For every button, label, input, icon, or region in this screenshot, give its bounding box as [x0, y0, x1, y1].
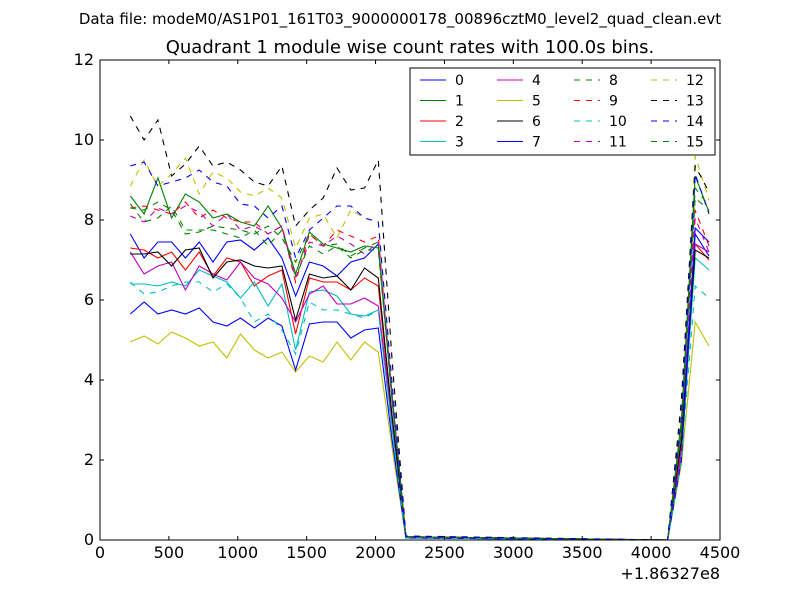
axes: 0 500 1000 1500 2000 2500 3000 3500 4000 4500 0 2 4 6… [74, 50, 741, 562]
x-tick-label: 0 [95, 543, 105, 562]
legend-label-13: 13 [686, 94, 704, 110]
x-offset-label: +1.86327e8 [620, 564, 720, 583]
x-tick-label: 1500 [286, 543, 327, 562]
legend-label-6: 6 [532, 114, 541, 130]
x-tick-label: 500 [154, 543, 185, 562]
legend-box [409, 67, 716, 156]
legend-label-1: 1 [455, 94, 464, 110]
y-tick-label: 6 [84, 290, 94, 309]
y-tick-label: 12 [74, 50, 94, 69]
x-tick-label: 4500 [700, 543, 741, 562]
legend-label-4: 4 [532, 73, 541, 89]
legend-label-12: 12 [686, 73, 704, 89]
x-tick-label: 2500 [424, 543, 465, 562]
legend-label-0: 0 [455, 73, 464, 89]
datafile-label: Data file: modeM0/AS1P01_161T03_90000001… [79, 10, 721, 29]
legend-label-5: 5 [532, 94, 541, 110]
x-tick-label: 2000 [355, 543, 396, 562]
legend-label-3: 3 [455, 135, 464, 151]
y-tick-label: 10 [74, 130, 94, 149]
legend-label-9: 9 [609, 94, 618, 110]
series-line-11 [130, 205, 710, 540]
series-line-9 [130, 201, 710, 540]
legend-label-14: 14 [686, 114, 704, 130]
legend-label-15: 15 [686, 135, 704, 151]
legend-label-2: 2 [455, 114, 464, 130]
series-lines [129, 115, 710, 540]
x-tick-label: 3500 [562, 543, 603, 562]
y-tick-label: 4 [84, 370, 94, 389]
legend-label-10: 10 [609, 114, 627, 130]
series-line-14 [130, 161, 710, 540]
legend-label-7: 7 [532, 135, 541, 151]
legend-label-11: 11 [609, 135, 627, 151]
x-tick-label: 1000 [217, 543, 258, 562]
y-tick-label: 2 [84, 450, 94, 469]
series-line-10 [129, 281, 710, 540]
chart-title: Quadrant 1 module wise count rates with … [166, 37, 655, 58]
x-tick-label: 4000 [631, 543, 672, 562]
series-line-15 [129, 186, 710, 540]
legend-label-8: 8 [609, 73, 618, 89]
y-tick-label: 8 [84, 210, 94, 229]
y-tick-label: 0 [84, 530, 94, 549]
x-tick-label: 3000 [493, 543, 534, 562]
